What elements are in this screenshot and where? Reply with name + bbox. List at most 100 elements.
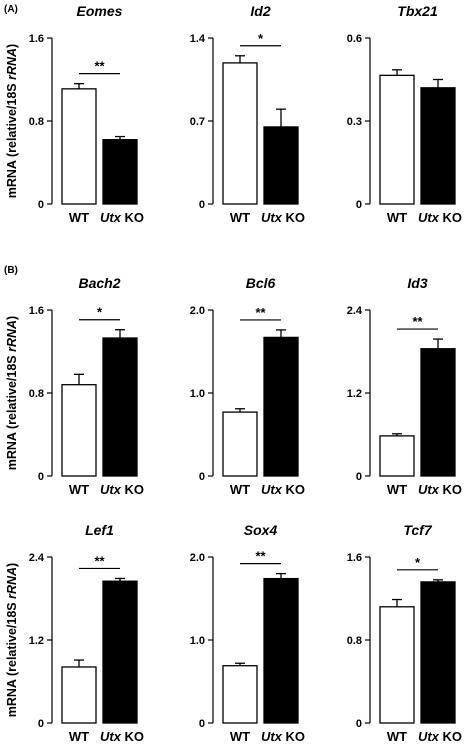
bar-wt <box>379 435 415 477</box>
x-label-utx-italic: Utx <box>100 210 122 225</box>
y-tick-label: 2.0 <box>190 305 205 317</box>
bar-utx-ko <box>102 337 138 477</box>
y-tick-label: 1.4 <box>190 33 206 45</box>
x-label-utx-italic: Utx <box>418 729 440 744</box>
bar-wt <box>222 665 258 724</box>
x-label-ko: KO <box>121 729 144 744</box>
y-axis-label-prefix: mRNA (relative/18S <box>5 599 19 717</box>
x-label-ko: KO <box>282 482 305 497</box>
y-tick-label: 0 <box>356 718 362 730</box>
y-axis-label-suffix: ) <box>5 563 19 567</box>
x-label-wt: WT <box>387 729 407 744</box>
x-label-utx-ko: Utx KO <box>261 729 305 744</box>
bar-wt <box>61 88 97 205</box>
x-label-wt: WT <box>69 482 89 497</box>
x-label-ko: KO <box>439 210 462 225</box>
x-label-utx-italic: Utx <box>261 210 283 225</box>
y-tick-label: 0 <box>356 471 362 483</box>
chart-bcl6: Bcl6 0 1.0 2.0 WT Utx KO ** <box>190 275 305 497</box>
chart-tcf7: Tcf7 0 0.8 1.6 WT Utx KO * <box>347 522 462 744</box>
x-label-ko: KO <box>439 729 462 744</box>
bar-utx-ko <box>420 581 456 724</box>
y-tick-label: 1.6 <box>29 33 44 45</box>
y-axis-label-prefix: mRNA (relative/18S <box>5 80 19 198</box>
y-axis-label-suffix: ) <box>5 316 19 320</box>
y-axis-label-suffix: ) <box>5 44 19 48</box>
x-label-utx-ko: Utx KO <box>261 482 305 497</box>
significance-label: ** <box>412 314 423 329</box>
x-label-ko: KO <box>121 482 144 497</box>
chart-id3: Id3 0 1.2 2.4 WT Utx KO ** <box>347 275 462 497</box>
y-tick-label: 0 <box>38 199 44 211</box>
significance-label: ** <box>255 549 266 564</box>
x-label-utx-italic: Utx <box>100 729 122 744</box>
x-label-utx-ko: Utx KO <box>100 729 144 744</box>
x-label-wt: WT <box>230 210 250 225</box>
y-tick-label: 1.6 <box>29 305 44 317</box>
y-tick-label: 1.6 <box>347 552 362 564</box>
y-tick-label: 2.0 <box>190 552 205 564</box>
y-axis-label-italic: rRNA <box>5 48 19 80</box>
x-label-utx-ko: Utx KO <box>418 482 462 497</box>
chart-title: Id2 <box>250 3 270 19</box>
x-label-wt: WT <box>69 729 89 744</box>
y-axis-label-italic: rRNA <box>5 320 19 352</box>
x-label-ko: KO <box>282 210 305 225</box>
chart-eomes: Eomes 0 0.8 1.6 WT Utx KO ** mRNA (relative/18S… <box>5 3 144 225</box>
chart-title: Id3 <box>407 275 427 291</box>
chart-bach2: Bach2 0 0.8 1.6 WT Utx KO * mRNA (relative/18S … <box>5 275 144 497</box>
x-label-wt: WT <box>230 729 250 744</box>
y-tick-label: 0.3 <box>347 116 362 128</box>
y-tick-label: 2.4 <box>347 305 363 317</box>
bar-wt <box>61 666 97 724</box>
bar-utx-ko <box>420 87 456 205</box>
x-label-utx-ko: Utx KO <box>100 210 144 225</box>
y-tick-label: 0.8 <box>29 116 44 128</box>
y-tick-label: 0.6 <box>347 33 362 45</box>
x-label-wt: WT <box>387 210 407 225</box>
chart-title: Lef1 <box>85 522 114 538</box>
y-tick-label: 0 <box>38 718 44 730</box>
x-label-utx-ko: Utx KO <box>418 729 462 744</box>
bar-utx-ko <box>420 348 456 477</box>
bar-utx-ko <box>102 139 138 205</box>
bar-utx-ko <box>263 336 299 477</box>
y-tick-label: 1.0 <box>190 388 205 400</box>
chart-title: Eomes <box>77 3 123 19</box>
significance-label: ** <box>94 553 105 568</box>
significance-label: * <box>415 555 421 570</box>
y-axis-label-prefix: mRNA (relative/18S <box>5 352 19 470</box>
x-label-wt: WT <box>230 482 250 497</box>
y-axis-label: mRNA (relative/18S rRNA) <box>5 316 19 470</box>
chart-tbx21: Tbx21 0 0.3 0.6 WT Utx KO <box>347 3 462 225</box>
y-axis-label: mRNA (relative/18S rRNA) <box>5 44 19 198</box>
chart-title: Tcf7 <box>403 522 432 538</box>
y-tick-label: 0 <box>199 718 205 730</box>
x-label-wt: WT <box>69 210 89 225</box>
x-label-ko: KO <box>439 482 462 497</box>
y-axis-label: mRNA (relative/18S rRNA) <box>5 563 19 717</box>
panel-label-b: (B) <box>4 265 18 276</box>
y-tick-label: 0.8 <box>347 635 362 647</box>
x-label-utx-italic: Utx <box>261 482 283 497</box>
bar-utx-ko <box>263 126 299 205</box>
chart-title: Bach2 <box>78 275 120 291</box>
bar-wt <box>379 74 415 205</box>
chart-lef1: Lef1 0 1.2 2.4 WT Utx KO ** mRNA (relative/18S … <box>5 522 144 744</box>
significance-label: * <box>258 31 264 46</box>
y-tick-label: 0 <box>199 199 205 211</box>
x-label-ko: KO <box>282 729 305 744</box>
bar-utx-ko <box>102 580 138 724</box>
chart-sox4: Sox4 0 1.0 2.0 WT Utx KO ** <box>190 522 305 744</box>
bar-utx-ko <box>263 577 299 724</box>
chart-title: Sox4 <box>244 522 278 538</box>
x-label-utx-ko: Utx KO <box>418 210 462 225</box>
y-tick-label: 2.4 <box>29 552 45 564</box>
x-label-utx-ko: Utx KO <box>100 482 144 497</box>
x-label-utx-italic: Utx <box>418 210 440 225</box>
x-label-utx-ko: Utx KO <box>261 210 305 225</box>
y-tick-label: 1.2 <box>347 388 362 400</box>
bar-wt <box>222 62 258 205</box>
x-label-ko: KO <box>121 210 144 225</box>
